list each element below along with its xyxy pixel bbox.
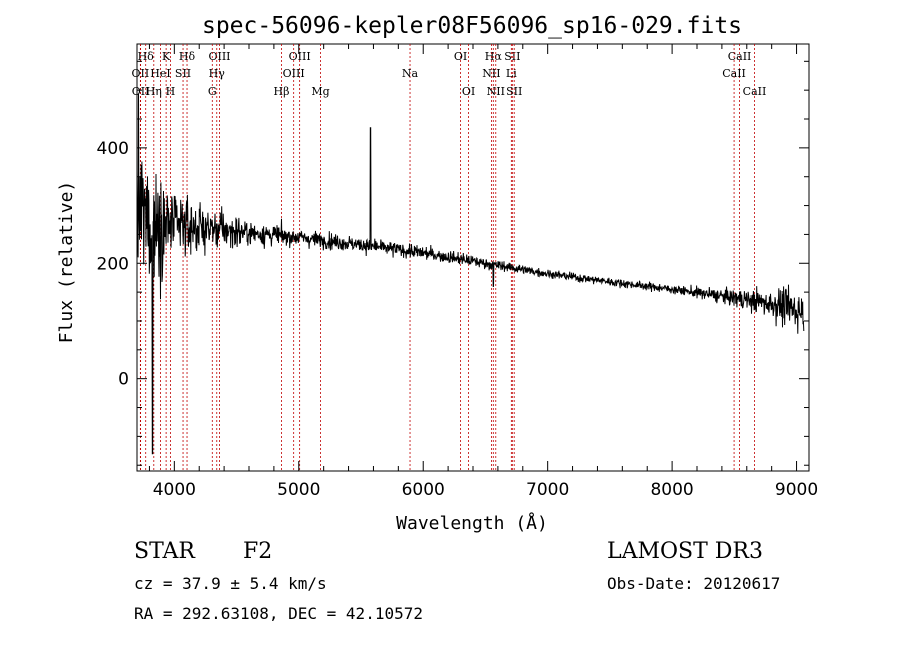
line-marker-label: G [208, 85, 217, 98]
chart-title: spec-56096-kepler08F56096_sp16-029.fits [202, 13, 742, 39]
line-marker-label: OI [454, 50, 467, 63]
line-marker-label: K [162, 50, 171, 63]
line-marker-label: H [166, 85, 176, 98]
y-tick-label: 400 [97, 139, 129, 159]
x-tick-label: 6000 [402, 480, 445, 500]
x-tick-label: 8000 [650, 480, 693, 500]
line-marker-label: Hβ [274, 85, 290, 98]
obs-date: Obs-Date: 20120617 [607, 574, 781, 593]
line-marker-label: SII [175, 67, 191, 80]
line-marker-label: NII [487, 85, 505, 98]
x-tick-label: 5000 [277, 480, 320, 500]
line-marker-label: OIII [289, 50, 311, 63]
line-marker-label: Li [506, 67, 517, 80]
line-marker-label: OIII [208, 50, 230, 63]
line-marker-label: Hη [146, 85, 162, 98]
spectrum-line [136, 93, 805, 455]
line-marker-label: NII [482, 67, 500, 80]
y-tick-label: 0 [118, 370, 129, 390]
line-marker-label: OIII [283, 67, 305, 80]
line-marker-label: SII [506, 85, 522, 98]
y-axis-label: Flux (relative) [56, 181, 77, 344]
line-marker-label: CaII [728, 50, 752, 63]
line-marker-label: Hα [485, 50, 503, 63]
object-class: STAR [134, 539, 195, 564]
line-marker-label: CaII [743, 85, 767, 98]
line-marker-label: HeI [150, 67, 170, 80]
line-marker-label: OI [462, 85, 475, 98]
x-tick-label: 7000 [526, 480, 569, 500]
line-marker-label: Mg [311, 85, 329, 98]
line-marker-label: CaII [722, 67, 746, 80]
line-marker-label: Hδ [138, 50, 155, 63]
y-tick-label: 200 [97, 254, 129, 274]
spectral-subclass: F2 [243, 539, 273, 564]
spectrum-trace [136, 93, 805, 455]
line-marker-label: SII [504, 50, 520, 63]
axes: 4000 5000 6000 7000 8000 9000 0 200 400 [97, 44, 818, 500]
coordinates: RA = 292.63108, DEC = 42.10572 [134, 604, 423, 623]
line-marker-label: Hδ [179, 50, 196, 63]
line-marker-label: Na [402, 67, 419, 80]
x-tick-label: 4000 [153, 480, 196, 500]
survey-name: LAMOST DR3 [607, 539, 763, 564]
x-axis-label: Wavelength (Å) [396, 512, 548, 534]
redshift-text: cz = 37.9 ± 5.4 km/s [134, 574, 327, 593]
line-marker-label: Hγ [209, 67, 226, 80]
line-marker-label: OII [132, 85, 150, 98]
x-tick-label: 9000 [775, 480, 818, 500]
